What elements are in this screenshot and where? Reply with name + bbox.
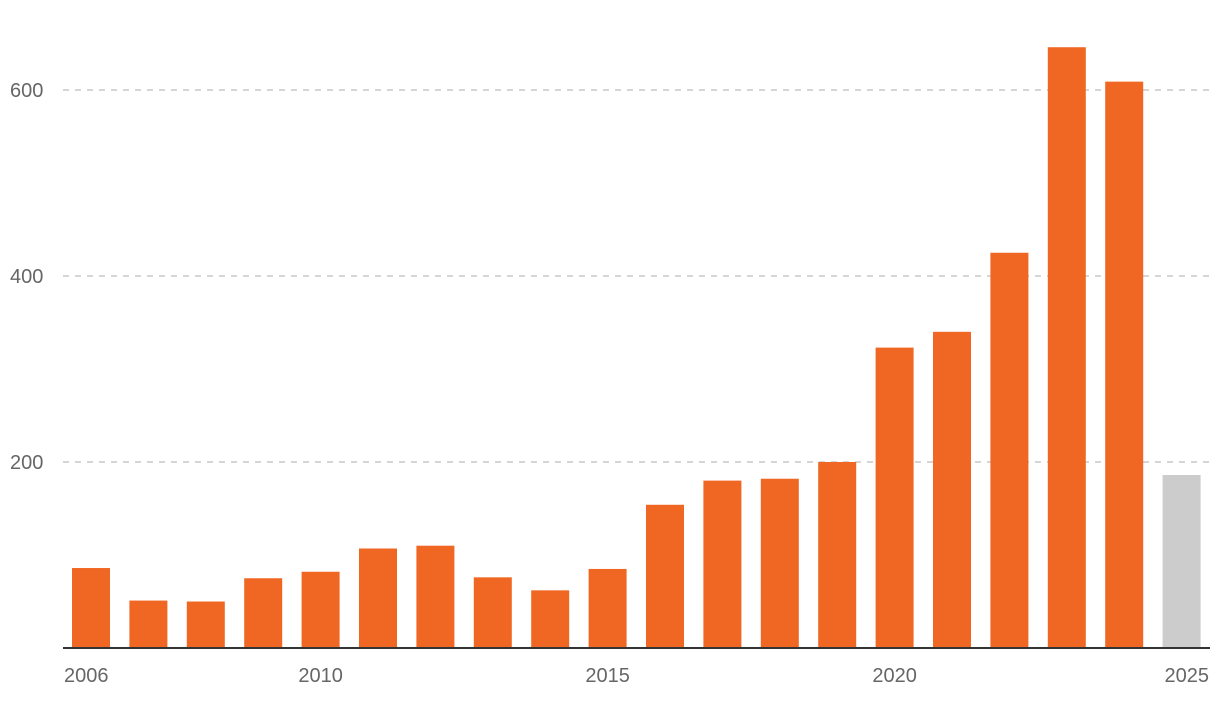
bars bbox=[72, 47, 1201, 649]
bar-2012 bbox=[416, 545, 455, 648]
bar-2006 bbox=[72, 568, 110, 648]
bar-2015 bbox=[588, 568, 627, 648]
bar-2022 bbox=[990, 252, 1029, 648]
x-tick-label: 2006 bbox=[64, 665, 109, 687]
bar-2007 bbox=[129, 600, 168, 648]
x-tick-labels: 2006 2010 2015 2020 2025 bbox=[64, 665, 1209, 687]
bar-2008 bbox=[186, 601, 225, 648]
bar-2025 bbox=[1162, 475, 1201, 648]
bar-2009 bbox=[244, 578, 283, 648]
bar-2017 bbox=[703, 480, 742, 648]
y-tick-label: 200 bbox=[10, 452, 43, 474]
bar-2013 bbox=[473, 577, 512, 648]
bar-2023 bbox=[1047, 47, 1086, 649]
bar-2024 bbox=[1105, 81, 1144, 648]
x-tick-label: 2015 bbox=[585, 665, 630, 687]
x-tick-label: 2010 bbox=[298, 665, 343, 687]
y-tick-label: 600 bbox=[10, 80, 43, 102]
y-tick-labels: 200 400 600 bbox=[10, 80, 43, 474]
x-tick-label: 2025 bbox=[1165, 665, 1210, 687]
gridlines bbox=[63, 89, 1210, 463]
bar-2020 bbox=[875, 347, 914, 648]
bar-2019 bbox=[818, 462, 857, 648]
bar-2018 bbox=[760, 478, 799, 648]
y-tick-label: 400 bbox=[10, 266, 43, 288]
bar-2011 bbox=[359, 548, 397, 648]
bar-2014 bbox=[531, 590, 570, 648]
bar-2021 bbox=[933, 331, 971, 648]
bar-2010 bbox=[301, 571, 340, 648]
bar-2016 bbox=[646, 504, 684, 648]
x-tick-label: 2020 bbox=[872, 665, 917, 687]
